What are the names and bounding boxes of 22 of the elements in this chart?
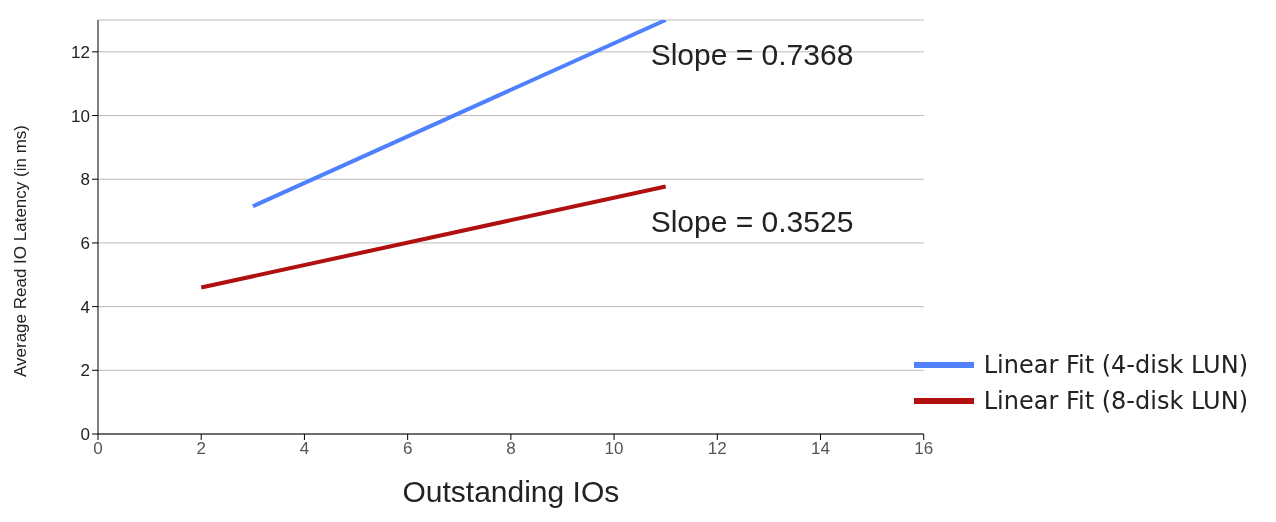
legend-label: Linear Fit (4-disk LUN) bbox=[983, 350, 1248, 381]
y-tick-label: 6 bbox=[80, 233, 90, 253]
y-tick-label: 2 bbox=[80, 361, 90, 381]
legend-label: Linear Fit (8-disk LUN) bbox=[983, 386, 1248, 417]
x-tick-label: 8 bbox=[506, 439, 516, 459]
x-tick-label: 6 bbox=[402, 439, 413, 459]
y-axis-title: Average Read IO Latency (in ms) bbox=[11, 125, 31, 377]
y-tick-label: 12 bbox=[71, 42, 90, 62]
x-tick-label: 4 bbox=[299, 439, 310, 459]
y-tick-label: 0 bbox=[80, 425, 90, 445]
y-tick-label: 4 bbox=[80, 297, 90, 317]
x-tick-label: 14 bbox=[811, 439, 830, 459]
annotation: Slope = 0.3525 bbox=[650, 204, 854, 238]
x-tick-label: 10 bbox=[604, 439, 624, 459]
y-tick-label: 8 bbox=[80, 170, 90, 190]
x-axis-title: Outstanding IOs bbox=[402, 475, 620, 508]
x-tick-label: 2 bbox=[196, 439, 206, 459]
annotation: Slope = 0.7368 bbox=[650, 38, 854, 71]
y-tick-label: 10 bbox=[71, 106, 90, 126]
x-tick-label: 12 bbox=[707, 439, 727, 459]
x-tick-label: 16 bbox=[914, 439, 934, 459]
x-tick-label: 0 bbox=[93, 439, 103, 459]
